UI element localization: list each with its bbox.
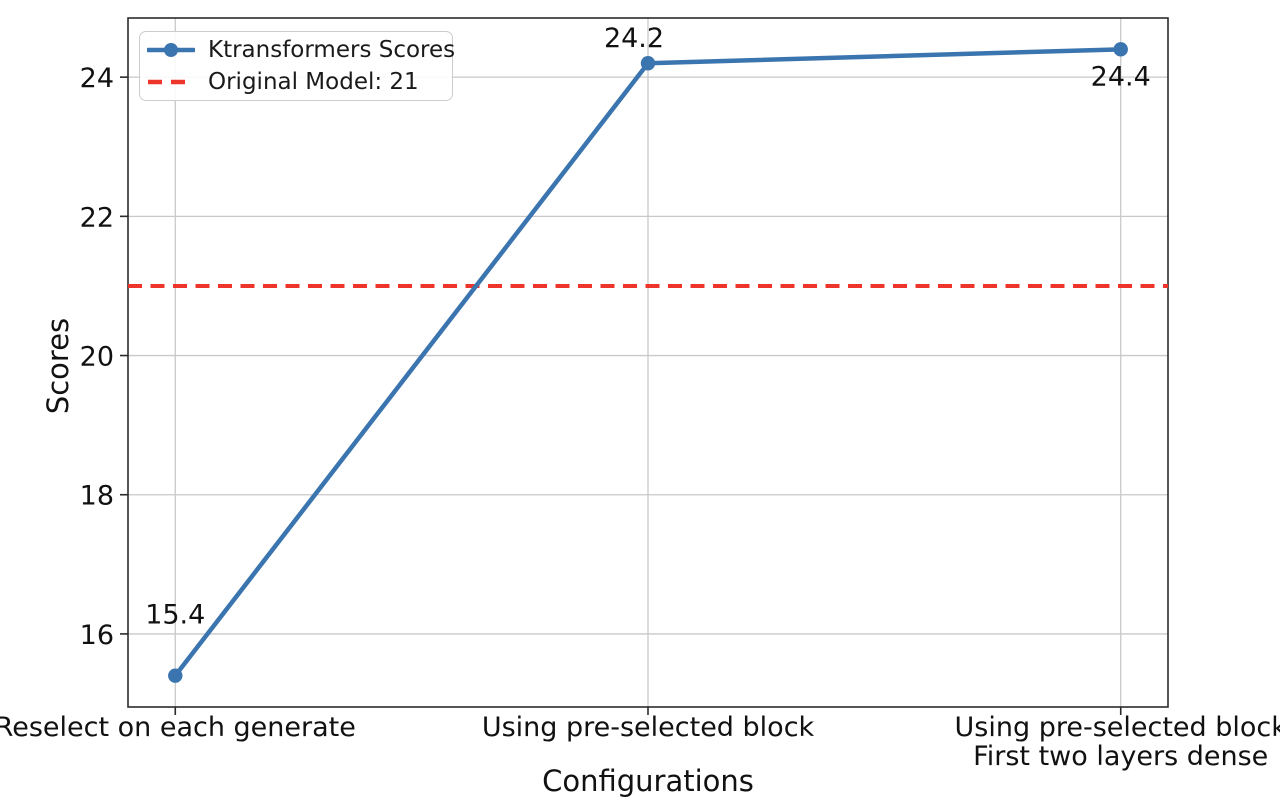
- legend: Ktransformers Scores Original Model: 21: [139, 31, 455, 101]
- legend-line-marker-icon: [147, 43, 195, 57]
- y-tick-label: 22: [80, 202, 114, 233]
- x-tick-label: Using pre-selected block First two layers…: [955, 712, 1280, 772]
- y-tick-label: 18: [80, 481, 114, 512]
- y-tick-label: 24: [80, 63, 114, 94]
- x-axis-title: Configurations: [542, 764, 754, 798]
- x-tick-label: Using pre-selected block: [482, 712, 815, 743]
- legend-label-reference: Original Model: 21: [208, 69, 419, 95]
- data-point-marker: [1113, 42, 1128, 57]
- legend-dashed-line-icon: [148, 79, 194, 85]
- legend-item-reference: Original Model: 21: [147, 68, 442, 96]
- x-tick-label: Reselect on each generate: [0, 712, 356, 743]
- data-point-marker: [640, 56, 656, 71]
- y-axis-title: Scores: [41, 317, 75, 415]
- point-value-label: 15.4: [145, 600, 205, 631]
- legend-label-series: Ktransformers Scores: [208, 37, 456, 63]
- data-point-marker: [168, 668, 183, 683]
- y-tick-label: 16: [80, 620, 114, 651]
- point-value-label: 24.4: [1091, 61, 1151, 92]
- point-value-label: 24.2: [604, 23, 664, 54]
- y-tick-label: 20: [80, 342, 114, 373]
- legend-item-series: Ktransformers Scores: [147, 36, 455, 64]
